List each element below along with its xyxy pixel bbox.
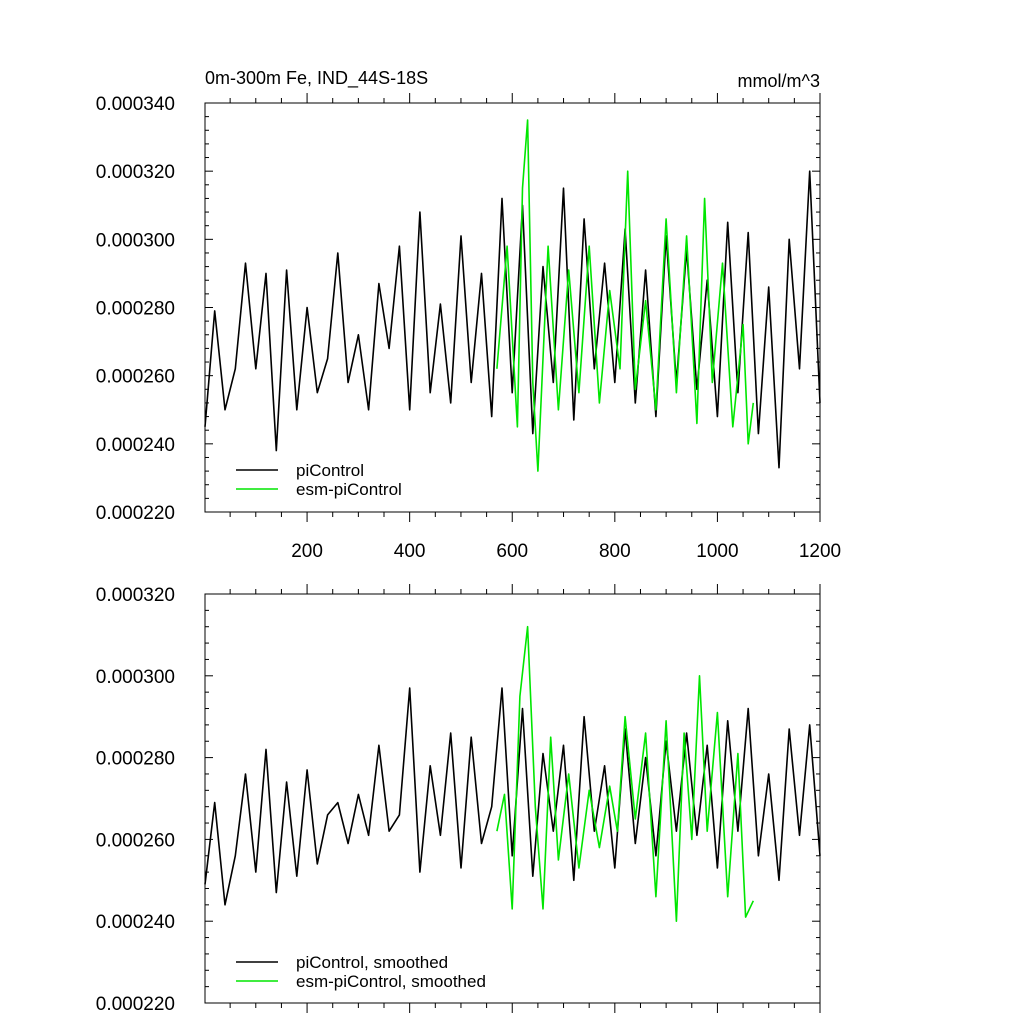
top-x-tick-labels: 200 400 600 800 1000 1200 [291, 541, 841, 562]
x-tick-label: 400 [394, 541, 426, 562]
series-line-picontrol [204, 170, 821, 469]
y-tick-label: 0.000320 [96, 162, 175, 183]
y-tick-label: 0.000280 [96, 299, 175, 320]
top-plot-frame [204, 102, 821, 513]
bottom-y-tick-labels: 0.000220 0.000240 0.000260 0.000280 0.000300… [96, 585, 175, 1015]
x-tick-label: 800 [599, 541, 631, 562]
y-tick-label: 0.000340 [96, 94, 175, 115]
chart-title: 0m-300m Fe, IND_44S-18S [205, 68, 428, 89]
x-tick-label: 1200 [799, 541, 841, 562]
bottom-axis-ticks [205, 584, 821, 1013]
series-line-esm-picontrol [496, 625, 755, 923]
y-tick-label: 0.000220 [96, 503, 175, 524]
y-tick-label: 0.000320 [96, 585, 175, 606]
y-tick-label: 0.000300 [96, 230, 175, 251]
series-line-picontrol [204, 687, 821, 906]
y-tick-label: 0.000260 [96, 830, 175, 851]
y-tick-label: 0.000240 [96, 912, 175, 933]
y-tick-label: 0.000300 [96, 667, 175, 688]
top-axis-ticks [205, 93, 821, 522]
bottom-plot-frame [204, 593, 821, 1004]
x-tick-label: 600 [496, 541, 528, 562]
y-tick-label: 0.000280 [96, 749, 175, 770]
legend-label: piControl, smoothed [296, 953, 448, 972]
legend-label: piControl [296, 461, 364, 480]
series-line-esm-picontrol [496, 119, 755, 472]
y-tick-label: 0.000220 [96, 994, 175, 1015]
legend-label: esm-piControl [296, 480, 402, 499]
y-tick-label: 0.000240 [96, 435, 175, 456]
top-panel: 0.000220 0.000240 0.000260 0.000280 0.000300… [96, 68, 841, 562]
top-y-tick-labels: 0.000220 0.000240 0.000260 0.000280 0.000300… [96, 94, 175, 524]
y-tick-label: 0.000260 [96, 367, 175, 388]
x-tick-label: 1000 [696, 541, 738, 562]
top-series-group [204, 119, 821, 472]
units-label: mmol/m^3 [738, 71, 820, 91]
bottom-panel: 0.000220 0.000240 0.000260 0.000280 0.000300… [96, 584, 821, 1015]
x-tick-label: 200 [291, 541, 323, 562]
legend-label: esm-piControl, smoothed [296, 972, 486, 991]
bottom-series-group [204, 625, 821, 923]
